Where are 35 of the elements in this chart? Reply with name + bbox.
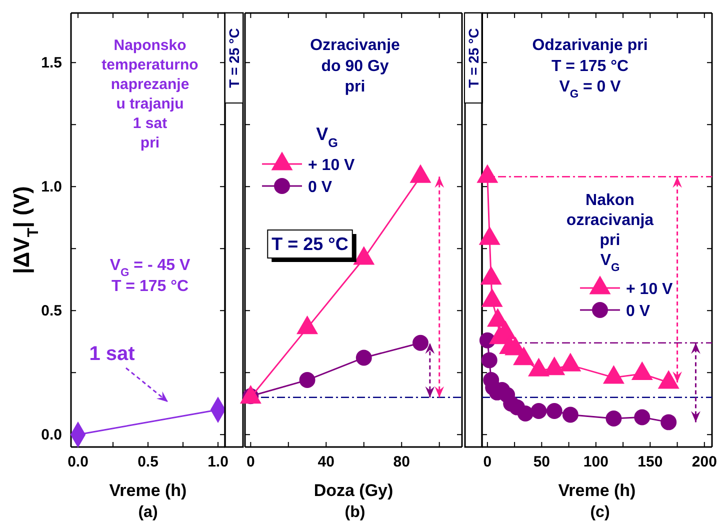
x-tick-label: 200 [692,454,717,471]
x-tick-label: 50 [533,454,550,471]
text: (b) [344,504,366,521]
y-tick-label: 1.0 [41,178,62,196]
x-tick-label: 0.5 [138,454,158,471]
annotation: 1 sat [89,343,136,365]
y-tick-label: 0.0 [41,426,62,444]
legend-label: + 10 V [626,281,674,298]
x-tick-label: 40 [318,454,334,471]
legend-title: Nakon ozracivanja pri V$_{G}$ [566,192,654,274]
x-tick-label: 100 [583,454,608,471]
legend-label: + 10 V [308,157,356,174]
x-axis-title: Doza (Gy) [314,481,394,500]
annotation: V$_{G}$ = - 45 V T = 175 °C [110,257,190,295]
text: T = 25 °C [466,28,482,88]
legend-label: 0 V [626,303,650,320]
x-tick-label: 80 [393,454,410,471]
x-axis-title: Vreme (h) [109,481,187,500]
annotation: T = 25 °C [272,234,348,254]
x-tick-label: 0.0 [68,454,88,471]
text: (c) [590,504,610,521]
annotation: Odzarivanje pri T = 175 °C V$_{G}$ = 0 V [532,37,648,101]
text: (a) [138,504,158,521]
x-tick-label: 1.0 [208,454,228,471]
annotation: Naponsko temperaturno naprezanje u trajanju 1 sat pri [102,37,198,152]
y-tick-label: 0.5 [41,302,62,320]
y-tick-label: 1.5 [41,54,62,72]
x-tick-label: 150 [638,454,663,471]
legend-title: V$_{G}$ [316,124,338,150]
x-tick-label: 0 [246,454,255,471]
text: T = 25 °C [226,28,242,88]
x-axis-title: Vreme (h) [558,481,636,500]
legend-label: 0 V [308,179,332,196]
x-tick-label: 0 [483,454,492,471]
annotation: Ozracivanje do 90 Gy pri [310,37,400,96]
